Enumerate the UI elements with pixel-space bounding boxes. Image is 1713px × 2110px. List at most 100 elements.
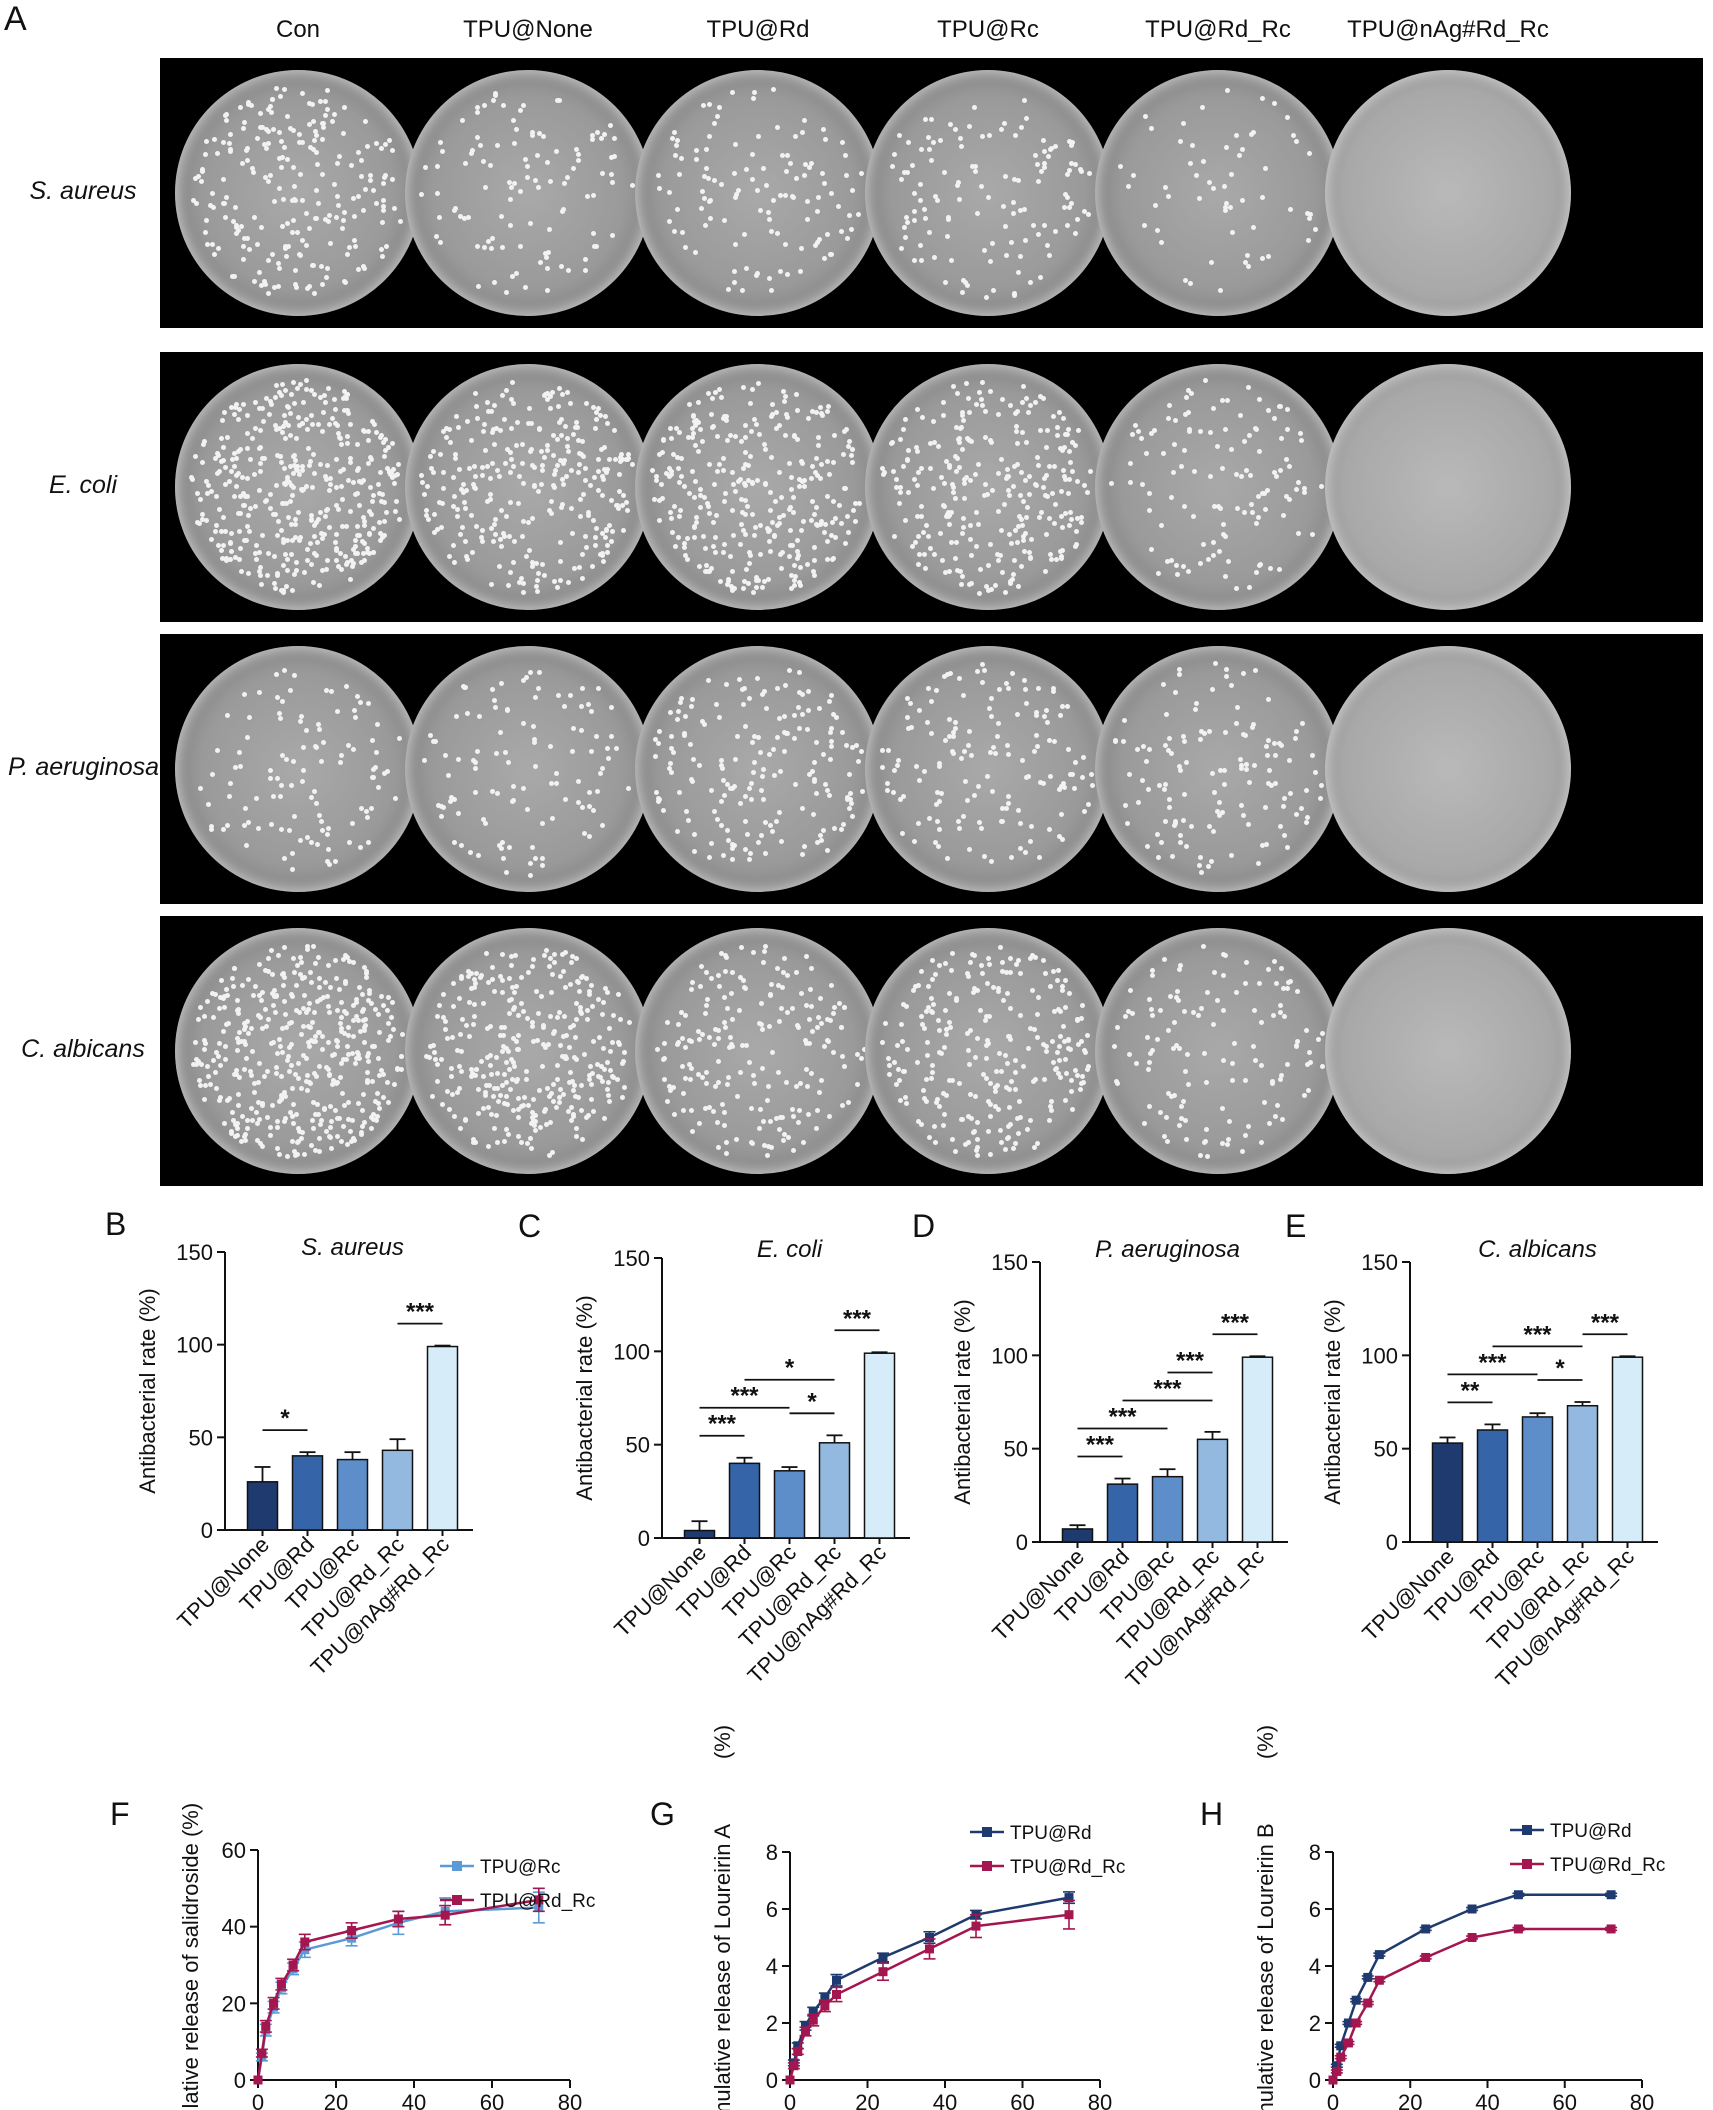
colony (440, 470, 446, 476)
colony (273, 86, 279, 92)
colony (545, 443, 551, 449)
colony (297, 253, 303, 259)
colony (293, 268, 299, 274)
colony (701, 196, 707, 202)
colony (322, 399, 328, 405)
colony (287, 432, 293, 438)
colony (521, 518, 527, 524)
colony (330, 118, 336, 124)
colony (600, 473, 606, 479)
data-point (878, 1967, 888, 1977)
colony (1068, 142, 1074, 148)
colony (216, 469, 222, 475)
colony (350, 480, 356, 486)
colony (220, 445, 226, 451)
colony (1307, 215, 1313, 221)
colony (359, 538, 365, 544)
y-axis-label: Antibacterial rate (%) (572, 1295, 597, 1500)
colony (755, 133, 761, 139)
colony (223, 482, 229, 488)
colony (245, 493, 251, 499)
colony (595, 130, 601, 136)
colony (979, 133, 985, 139)
colony (268, 110, 274, 116)
colony (241, 538, 247, 544)
colony (733, 241, 739, 247)
colony (289, 551, 295, 557)
colony (847, 212, 853, 218)
colony (496, 474, 502, 480)
colony (474, 135, 480, 141)
colony (493, 531, 499, 537)
colony (828, 251, 834, 257)
significance-label: *** (1478, 1349, 1507, 1376)
colony (366, 460, 372, 466)
colony (367, 178, 373, 184)
colony (301, 569, 307, 575)
bar (863, 1352, 896, 1539)
colony (291, 380, 297, 386)
colony (514, 443, 520, 449)
colony (1011, 291, 1017, 297)
colony (611, 154, 617, 160)
colony (339, 496, 345, 502)
colony (328, 476, 334, 482)
colony (1067, 204, 1073, 210)
y-tick-label: 50 (626, 1433, 650, 1458)
colony (194, 519, 200, 525)
colony (266, 551, 272, 557)
colony (203, 218, 209, 224)
colony (282, 87, 288, 92)
bar (773, 1470, 806, 1539)
significance-label: *** (1108, 1404, 1137, 1431)
colony (730, 90, 736, 96)
colony (1069, 160, 1075, 166)
colony (282, 465, 288, 471)
colony (971, 104, 977, 110)
colony (743, 265, 749, 271)
colony (356, 266, 362, 272)
colony (336, 203, 342, 209)
colony (990, 240, 996, 246)
data-point (971, 1921, 981, 1931)
colony (912, 257, 918, 263)
colony (933, 194, 939, 200)
colony (767, 217, 773, 223)
bar (1106, 1483, 1139, 1543)
colony (203, 138, 209, 144)
colony (381, 174, 387, 180)
colony (1068, 201, 1074, 207)
colony (337, 469, 343, 475)
colony (438, 239, 444, 245)
y-tick-label: 0 (201, 1518, 213, 1543)
colony (1208, 260, 1214, 266)
legend-marker (1522, 1859, 1532, 1869)
colony (228, 404, 234, 410)
colony (509, 396, 515, 402)
y-tick-label: 4 (766, 1954, 778, 1979)
colony (780, 152, 786, 158)
colony (897, 133, 903, 139)
petri-dish (1095, 70, 1341, 316)
colony (265, 257, 271, 263)
colony (1222, 184, 1228, 190)
colony (315, 421, 321, 427)
colony (557, 457, 563, 463)
colony (282, 412, 288, 418)
colony (360, 263, 366, 269)
colony (508, 469, 514, 475)
colony (198, 179, 204, 185)
colony (962, 280, 968, 285)
colony (378, 469, 384, 475)
colony (1245, 264, 1251, 269)
colony (918, 147, 924, 153)
colony (396, 516, 402, 522)
colony (327, 421, 333, 427)
colony (1002, 223, 1008, 229)
colony (731, 170, 737, 176)
line-chart-h: H02468020406080Time (h)Cumulative releas… (1200, 1725, 1665, 2110)
colony (1022, 207, 1028, 213)
colony (323, 477, 329, 483)
colony (342, 105, 348, 111)
colony (207, 203, 213, 209)
